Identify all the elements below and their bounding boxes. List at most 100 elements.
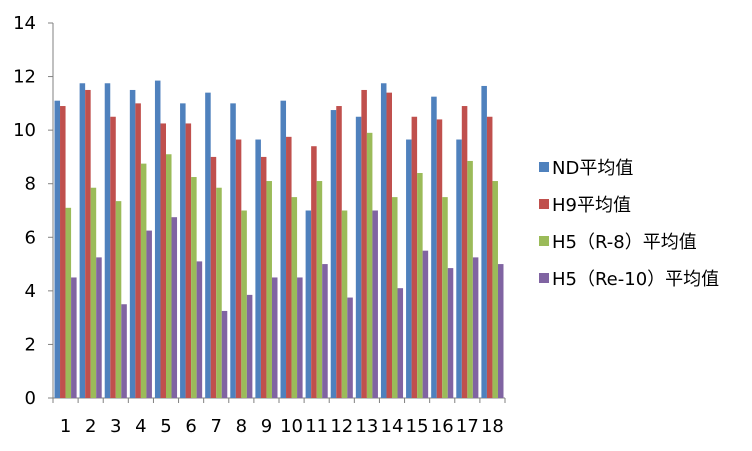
bar-1-11 [305,210,312,398]
bar-3-13 [366,132,373,399]
bar-3-11 [316,181,323,398]
bar-2-1 [60,106,66,399]
x-tick-label: 5 [160,416,171,437]
y-tick-label: 6 [25,227,36,248]
bar-2-2 [85,89,91,398]
y-tick-label: 12 [13,67,36,88]
bar-1-2 [79,83,86,399]
bar-3-14 [392,197,398,398]
bar-4-14 [397,288,404,398]
bar-3-6 [191,177,197,398]
bar-1-13 [355,116,362,398]
bar-4-18 [497,264,504,398]
bar-3-18 [492,181,498,398]
bar-4-4 [146,230,152,398]
bar-4-13 [372,210,378,398]
legend: ND平均值 H9平均值 H5（R-8）平均值 H5（Re-10）平均值 [539,158,719,290]
bar-2-11 [311,146,317,398]
bar-3-8 [241,210,247,398]
x-tick-label: 17 [456,416,479,437]
x-tick-label: 18 [481,416,504,437]
legend-swatch-4 [539,273,549,283]
x-tick-label: 7 [210,416,221,437]
x-tick-label: 14 [381,416,404,437]
bar-4-2 [96,257,102,398]
bar-4-3 [121,304,127,398]
bar-3-2 [90,187,97,398]
bar-2-8 [235,139,242,398]
bar-2-12 [336,106,342,399]
bar-4-11 [322,264,328,398]
legend-swatch-2 [539,199,549,209]
x-tick-label: 3 [110,416,121,437]
bar-3-9 [266,181,272,398]
bar-4-15 [422,250,429,398]
bar-4-17 [472,257,479,398]
x-tick-label: 16 [431,416,454,437]
bar-3-15 [417,173,423,398]
bar-1-4 [129,89,136,398]
bar-3-4 [140,163,147,398]
bar-3-10 [291,197,298,398]
bar-4-9 [271,277,278,398]
bar-1-17 [456,139,462,398]
bar-1-8 [230,103,236,398]
x-tick-label: 8 [236,416,247,437]
bar-1-6 [180,103,186,398]
bar-2-10 [286,136,292,398]
bar-1-15 [406,139,412,398]
bar-1-16 [431,96,437,399]
bar-2-16 [436,119,443,398]
bar-4-6 [196,261,203,398]
y-tick-label: 8 [25,174,36,195]
bar-1-18 [481,85,487,399]
bar-3-3 [115,201,122,398]
bar-4-8 [246,294,253,398]
bar-2-9 [260,156,267,398]
y-tick-label: 10 [13,120,36,141]
bar-2-4 [135,103,141,398]
bar-3-1 [65,207,72,398]
bar-2-3 [110,116,116,398]
bar-3-12 [341,210,348,398]
bar-1-9 [255,139,261,398]
bar-2-18 [486,116,493,398]
bar-3-16 [442,197,448,398]
y-tick-label: 2 [25,334,36,355]
y-tick-label: 0 [25,388,36,409]
y-tick-label: 4 [25,281,36,302]
bar-2-14 [386,92,392,399]
legend-label-2: H9平均值 [552,195,631,216]
x-tick-label: 11 [305,416,328,437]
bar-1-12 [330,110,337,398]
bar-3-5 [166,154,172,398]
bar-1-3 [104,83,111,399]
x-tick-label: 9 [261,416,272,437]
bar-3-17 [467,160,473,398]
x-tick-label: 4 [135,416,146,437]
bar-1-1 [54,100,61,398]
legend-swatch-1 [539,162,549,172]
bar-1-7 [205,92,211,399]
x-tick-label: 6 [185,416,196,437]
y-tick-label: 14 [13,13,36,34]
bar-3-7 [216,187,222,398]
bar-2-6 [185,123,192,399]
legend-label-1: ND平均值 [552,158,633,179]
bar-2-15 [411,116,418,398]
bar-2-7 [210,156,217,398]
bar-2-13 [361,89,367,398]
bar-4-5 [171,217,178,398]
bar-4-10 [297,277,303,398]
axes [48,22,506,403]
bar-2-17 [461,106,468,399]
bar-1-10 [280,100,287,398]
legend-label-3: H5（R-8）平均值 [552,232,697,253]
bar-4-7 [221,310,228,398]
bar-4-1 [71,277,77,398]
legend-label-4: H5（Re-10）平均值 [552,269,719,290]
bar-4-12 [347,297,353,398]
x-tick-label: 10 [280,416,303,437]
